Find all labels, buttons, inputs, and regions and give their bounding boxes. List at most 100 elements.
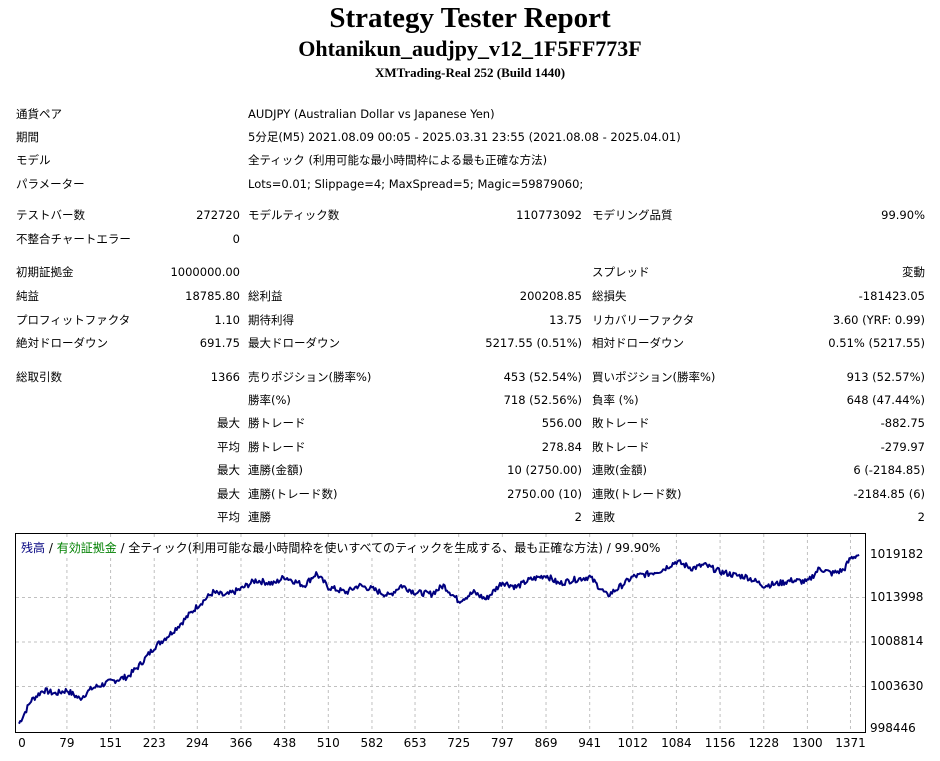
max-consec-loss-amount-label: 連敗(トレード数) — [592, 487, 682, 501]
max-consec-wins-value: 10 (2750.00) — [507, 463, 582, 477]
largest-loss-value: -882.75 — [880, 416, 925, 430]
gross-loss-value: -181423.05 — [858, 289, 925, 303]
max-drawdown-label: 最大ドローダウン — [248, 336, 340, 350]
legend-sep: / — [45, 541, 57, 555]
win-rate-value: 718 (52.56%) — [503, 393, 582, 407]
model-label: モデル — [16, 153, 51, 167]
profit-factor-label: プロフィットファクタ — [16, 313, 131, 327]
avg-loss-label: 敗トレード — [592, 440, 650, 454]
balance-series-line — [18, 553, 860, 725]
y-tick-label: 998446 — [870, 721, 916, 735]
expected-payoff-value: 13.75 — [549, 313, 582, 327]
max-consec-wins-label: 連勝(金額) — [248, 463, 303, 477]
win-rate-label: 勝率(%) — [248, 393, 291, 407]
x-tick-label: 0 — [18, 736, 26, 750]
x-tick-label: 941 — [578, 736, 602, 750]
max-prefix-2: 最大 — [217, 463, 240, 477]
total-trades-value: 1366 — [210, 370, 240, 384]
rel-drawdown-label: 相対ドローダウン — [592, 336, 684, 350]
y-tick-label: 1019182 — [870, 547, 924, 561]
params-label: パラメーター — [16, 177, 85, 191]
bars-value: 272720 — [196, 208, 240, 222]
avg-loss-value: -279.97 — [880, 440, 925, 454]
mismatch-value: 0 — [232, 232, 240, 246]
rel-drawdown-value: 0.51% (5217.55) — [828, 336, 925, 350]
profit-factor-value: 1.10 — [214, 313, 240, 327]
params-value: Lots=0.01; Slippage=4; MaxSpread=5; Magi… — [248, 177, 584, 191]
expected-payoff-label: 期待利得 — [248, 313, 294, 327]
largest-win-value: 556.00 — [541, 416, 582, 430]
legend-equity: 有効証拠金 — [56, 541, 117, 555]
symbol-label: 通貨ペア — [16, 107, 62, 121]
chart-legend: 残高 / 有効証拠金 / 全ティック(利用可能な最小時間枠を使いすべてのティック… — [21, 539, 661, 556]
x-tick-label: 366 — [229, 736, 253, 750]
abs-drawdown-label: 絶対ドローダウン — [16, 336, 108, 350]
bars-label: テストバー数 — [16, 208, 85, 222]
x-tick-label: 797 — [490, 736, 514, 750]
avg-win-label: 勝トレード — [248, 440, 306, 454]
max-consec-profit-value: 2750.00 (10) — [507, 487, 582, 501]
x-tick-label: 1371 — [835, 736, 866, 750]
legend-rest: / 全ティック(利用可能な最小時間枠を使いすべてのティックを生成する、最も正確な… — [116, 541, 661, 555]
avg-win-value: 278.84 — [541, 440, 582, 454]
x-tick-label: 1012 — [617, 736, 649, 750]
max-prefix: 最大 — [217, 416, 240, 430]
avg-consec-wins-label: 連勝 — [248, 510, 271, 524]
x-tick-label: 582 — [360, 736, 384, 750]
model-value: 全ティック (利用可能な最小時間枠による最も正確な方法) — [248, 153, 548, 167]
max-consec-profit-label: 連勝(トレード数) — [248, 487, 338, 501]
x-tick-label: 510 — [316, 736, 340, 750]
quality-value: 99.90% — [881, 208, 925, 222]
x-tick-label: 869 — [534, 736, 558, 750]
avg-prefix-2: 平均 — [217, 510, 240, 524]
short-positions-value: 453 (52.54%) — [503, 370, 582, 384]
avg-consec-losses-value: 2 — [917, 510, 925, 524]
legend-balance: 残高 — [21, 541, 46, 555]
recovery-factor-label: リカバリーファクタ — [592, 313, 695, 327]
deposit-value: 1000000.00 — [170, 265, 240, 279]
gross-profit-label: 総利益 — [248, 289, 283, 303]
net-profit-value: 18785.80 — [185, 289, 240, 303]
loss-rate-label: 負率 (%) — [592, 393, 639, 407]
max-drawdown-value: 5217.55 (0.51%) — [485, 336, 582, 350]
spread-label: スプレッド — [592, 265, 650, 279]
balance-chart — [15, 533, 866, 733]
total-trades-label: 総取引数 — [16, 370, 62, 384]
x-tick-label: 294 — [185, 736, 209, 750]
recovery-factor-value: 3.60 (YRF: 0.99) — [832, 313, 925, 327]
ticks-value: 110773092 — [516, 208, 582, 222]
max-consec-losses-value: 6 (-2184.85) — [853, 463, 925, 477]
ticks-label: モデルティック数 — [248, 208, 340, 222]
avg-prefix: 平均 — [217, 440, 240, 454]
loss-rate-value: 648 (47.44%) — [846, 393, 925, 407]
largest-loss-label: 敗トレード — [592, 416, 650, 430]
balance-chart-svg — [15, 533, 866, 733]
y-tick-label: 1013998 — [870, 589, 924, 604]
x-tick-label: 438 — [273, 736, 297, 750]
x-tick-label: 653 — [403, 736, 427, 750]
abs-drawdown-value: 691.75 — [199, 336, 240, 350]
spread-value: 変動 — [902, 265, 925, 279]
ea-name: Ohtanikun_audjpy_v12_1F5FF773F — [298, 36, 642, 61]
x-tick-label: 1156 — [704, 736, 736, 750]
x-tick-label: 79 — [59, 736, 75, 750]
x-tick-label: 1228 — [748, 736, 780, 750]
short-positions-label: 売りポジション(勝率%) — [248, 370, 372, 384]
deposit-label: 初期証拠金 — [16, 265, 74, 279]
long-positions-label: 買いポジション(勝率%) — [592, 370, 716, 384]
max-consec-loss-amount-value: -2184.85 (6) — [853, 487, 925, 501]
y-tick-label: 1008814 — [870, 634, 924, 648]
x-tick-label: 725 — [447, 736, 471, 750]
long-positions-value: 913 (52.57%) — [846, 370, 925, 384]
mismatch-label: 不整合チャートエラー — [16, 232, 131, 246]
x-tick-label: 151 — [99, 736, 123, 750]
gross-loss-label: 総損失 — [592, 289, 627, 303]
max-prefix-3: 最大 — [217, 487, 240, 501]
x-tick-label: 223 — [142, 736, 166, 750]
x-tick-label: 1300 — [792, 736, 823, 750]
quality-label: モデリング品質 — [592, 208, 673, 222]
period-value: 5分足(M5) 2021.08.09 00:05 - 2025.03.31 23… — [248, 130, 681, 144]
avg-consec-losses-label: 連敗 — [592, 510, 615, 524]
server-info: XMTrading-Real 252 (Build 1440) — [374, 65, 566, 80]
largest-win-label: 勝トレード — [248, 416, 306, 430]
